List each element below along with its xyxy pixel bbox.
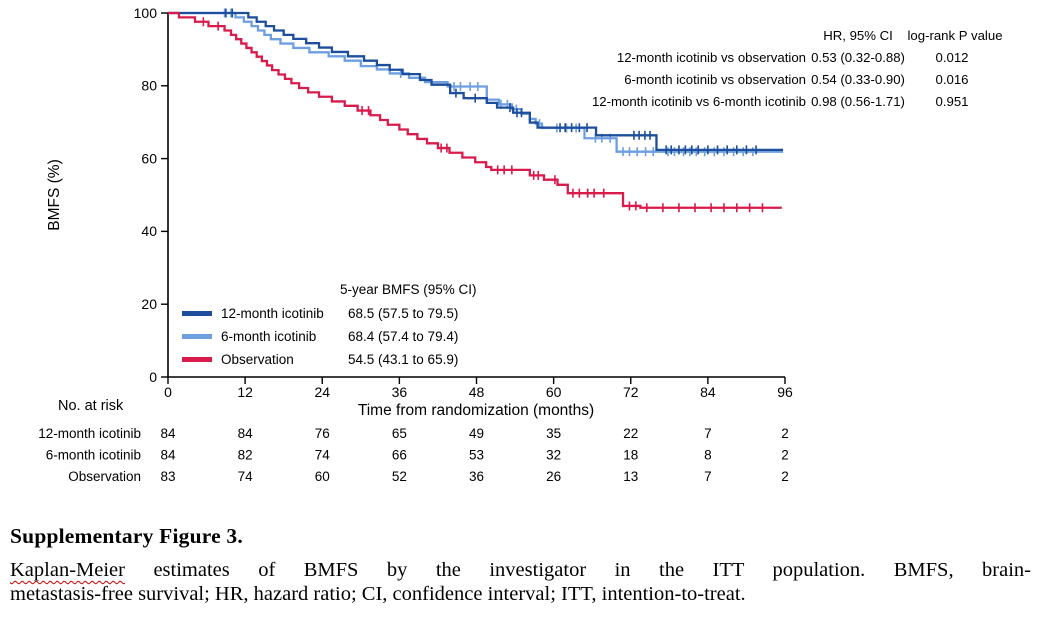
risk-count: 66 [392, 448, 407, 463]
km-chart: BMFS (%) Time from randomization (months… [38, 5, 1002, 484]
figure-caption-line2: metastasis-free survival; HR, hazard rat… [10, 583, 746, 605]
figure-caption-line1: Kaplan-Meier estimates of BMFS by the in… [10, 559, 1031, 582]
risk-row-label: Observation [68, 469, 141, 484]
risk-count: 74 [315, 448, 331, 463]
x-tick-label: 72 [623, 384, 639, 400]
risk-count: 2 [781, 469, 789, 484]
stats-row-label: 12-month icotinib vs observation [617, 50, 806, 65]
stats-hr-value: 0.54 (0.33-0.90) [811, 72, 905, 87]
y-tick-label: 80 [141, 78, 157, 94]
axes [167, 13, 785, 378]
legend-label: 12-month icotinib [221, 306, 324, 321]
risk-count: 84 [160, 448, 176, 463]
stats-hr-value: 0.98 (0.56-1.71) [811, 94, 905, 109]
x-tick-label: 96 [777, 384, 793, 400]
risk-count: 32 [546, 448, 561, 463]
legend-value: 68.4 (57.4 to 79.4) [348, 329, 458, 344]
figure-caption: Supplementary Figure 3. Kaplan-Meier est… [10, 524, 1031, 606]
risk-count: 8 [704, 448, 712, 463]
risk-count: 76 [315, 426, 330, 441]
risk-row-label: 12-month icotinib [38, 426, 141, 441]
risk-count: 49 [469, 426, 484, 441]
km-curve-observation [168, 11, 782, 209]
y-tick-label: 100 [134, 5, 158, 21]
stats-p-value: 0.951 [935, 94, 968, 109]
x-tick-label: 60 [546, 384, 562, 400]
stats-p-value: 0.016 [935, 72, 968, 87]
stats-p-value: 0.012 [935, 50, 968, 65]
x-axis-label: Time from randomization (months) [358, 402, 594, 419]
stats-col1-header: HR, 95% CI [823, 28, 893, 43]
caption-line1-text: estimates of BMFS by the investigator in… [124, 559, 1031, 581]
y-axis-label: BMFS (%) [46, 159, 63, 230]
risk-count: 84 [238, 426, 254, 441]
risk-count: 60 [315, 469, 330, 484]
risk-count: 13 [623, 469, 638, 484]
legend-label: 6-month icotinib [221, 329, 316, 344]
risk-count: 2 [781, 448, 789, 463]
risk-count: 74 [238, 469, 254, 484]
stats-row-label: 12-month icotinib vs 6-month icotinib [592, 94, 806, 109]
risk-count: 84 [160, 426, 176, 441]
y-tick-label: 60 [141, 150, 157, 166]
x-tick-label: 48 [469, 384, 485, 400]
legend-value: 68.5 (57.5 to 79.5) [348, 306, 458, 321]
figure-caption-title: Supplementary Figure 3. [10, 524, 243, 548]
risk-table-title: No. at risk [58, 398, 124, 414]
risk-count: 26 [546, 469, 561, 484]
risk-count: 18 [623, 448, 638, 463]
caption-spellcheck-word: Kaplan-Meier [10, 559, 125, 581]
risk-count: 35 [546, 426, 561, 441]
x-tick-label: 0 [164, 384, 172, 400]
x-tick-label: 36 [392, 384, 408, 400]
stats-row-label: 6-month icotinib vs observation [624, 72, 806, 87]
risk-count: 22 [623, 426, 638, 441]
stats-hr-value: 0.53 (0.32-0.88) [811, 50, 905, 65]
x-tick-label: 84 [700, 384, 716, 400]
x-tick-label: 24 [314, 384, 330, 400]
risk-count: 52 [392, 469, 407, 484]
risk-count: 36 [469, 469, 484, 484]
y-tick-label: 20 [141, 296, 157, 312]
risk-count: 65 [392, 426, 407, 441]
y-tick-label: 0 [149, 369, 157, 385]
legend-value: 54.5 (43.1 to 65.9) [348, 352, 458, 367]
stats-col2-header: log-rank P value [907, 28, 1002, 43]
risk-count: 7 [704, 469, 712, 484]
legend-label: Observation [221, 352, 294, 367]
risk-count: 82 [238, 448, 253, 463]
risk-count: 83 [160, 469, 175, 484]
risk-count: 7 [704, 426, 712, 441]
x-tick-label: 12 [237, 384, 253, 400]
risk-count: 53 [469, 448, 484, 463]
risk-row-label: 6-month icotinib [46, 448, 141, 463]
risk-count: 2 [781, 426, 789, 441]
legend-header: 5-year BMFS (95% CI) [340, 282, 477, 297]
y-tick-label: 40 [141, 223, 157, 239]
